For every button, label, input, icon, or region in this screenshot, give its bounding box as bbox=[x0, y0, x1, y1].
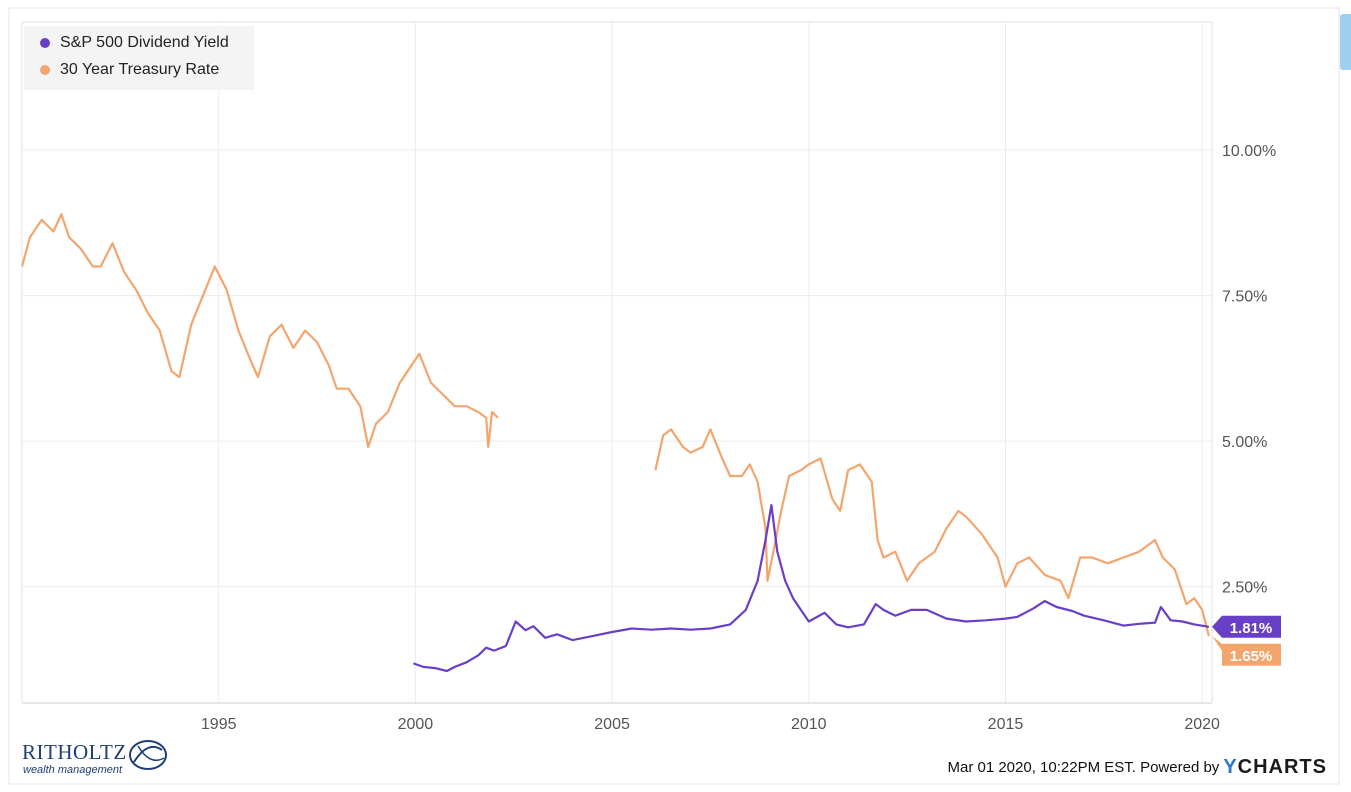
legend-marker-treasury-rate bbox=[40, 65, 50, 75]
legend-marker-dividend-yield bbox=[40, 38, 50, 48]
footer-timestamp: Mar 01 2020, 10:22PM EST. Powered by bbox=[947, 759, 1220, 776]
ycharts-logo-y: Y bbox=[1223, 756, 1238, 778]
y-tick-label: 2.50% bbox=[1222, 580, 1267, 597]
ritholtz-logo: RITHOLTZ wealth management bbox=[22, 734, 182, 778]
x-tick-label: 1995 bbox=[201, 716, 237, 733]
treasury-rate-last-value-flag-label: 1.65% bbox=[1230, 648, 1273, 665]
series-line-dividend-yield bbox=[413, 504, 1210, 673]
legend-label-treasury-rate: 30 Year Treasury Rate bbox=[60, 61, 220, 78]
x-tick-label: 2015 bbox=[988, 716, 1024, 733]
y-tick-label: 10.00% bbox=[1222, 143, 1276, 160]
dividend-yield-last-value-flag bbox=[1212, 615, 1281, 638]
chart-legend: S&P 500 Dividend Yield 30 Year Treasury … bbox=[24, 26, 254, 90]
legend-label-dividend-yield: S&P 500 Dividend Yield bbox=[60, 34, 229, 51]
legend-item-dividend-yield[interactable]: S&P 500 Dividend Yield bbox=[40, 32, 229, 54]
y-tick-label: 7.50% bbox=[1222, 289, 1267, 306]
footer-attribution: Mar 01 2020, 10:22PM EST. Powered by YCH… bbox=[947, 756, 1327, 779]
ycharts-logo-text: CHARTS bbox=[1237, 756, 1327, 778]
dividend-yield-last-value-flag-label: 1.81% bbox=[1230, 620, 1273, 637]
x-tick-label: 2000 bbox=[398, 716, 434, 733]
ycharts-logo[interactable]: YCHARTS bbox=[1223, 756, 1327, 779]
series-line-treasury-rate bbox=[654, 428, 1210, 637]
chart-frame bbox=[8, 7, 1340, 785]
logo-emblem-icon bbox=[129, 740, 167, 770]
logo-name: RITHOLTZ bbox=[22, 740, 127, 764]
treasury-rate-last-value-flag bbox=[1212, 636, 1281, 666]
series-line-treasury-rate bbox=[20, 213, 499, 448]
logo-subtitle: wealth management bbox=[23, 764, 123, 776]
legend-item-treasury-rate[interactable]: 30 Year Treasury Rate bbox=[40, 59, 219, 81]
x-tick-label: 2020 bbox=[1184, 716, 1220, 733]
y-tick-label: 5.00% bbox=[1222, 434, 1267, 451]
side-panel-tab[interactable] bbox=[1340, 14, 1351, 70]
x-tick-label: 2005 bbox=[594, 716, 630, 733]
x-tick-label: 2010 bbox=[791, 716, 827, 733]
